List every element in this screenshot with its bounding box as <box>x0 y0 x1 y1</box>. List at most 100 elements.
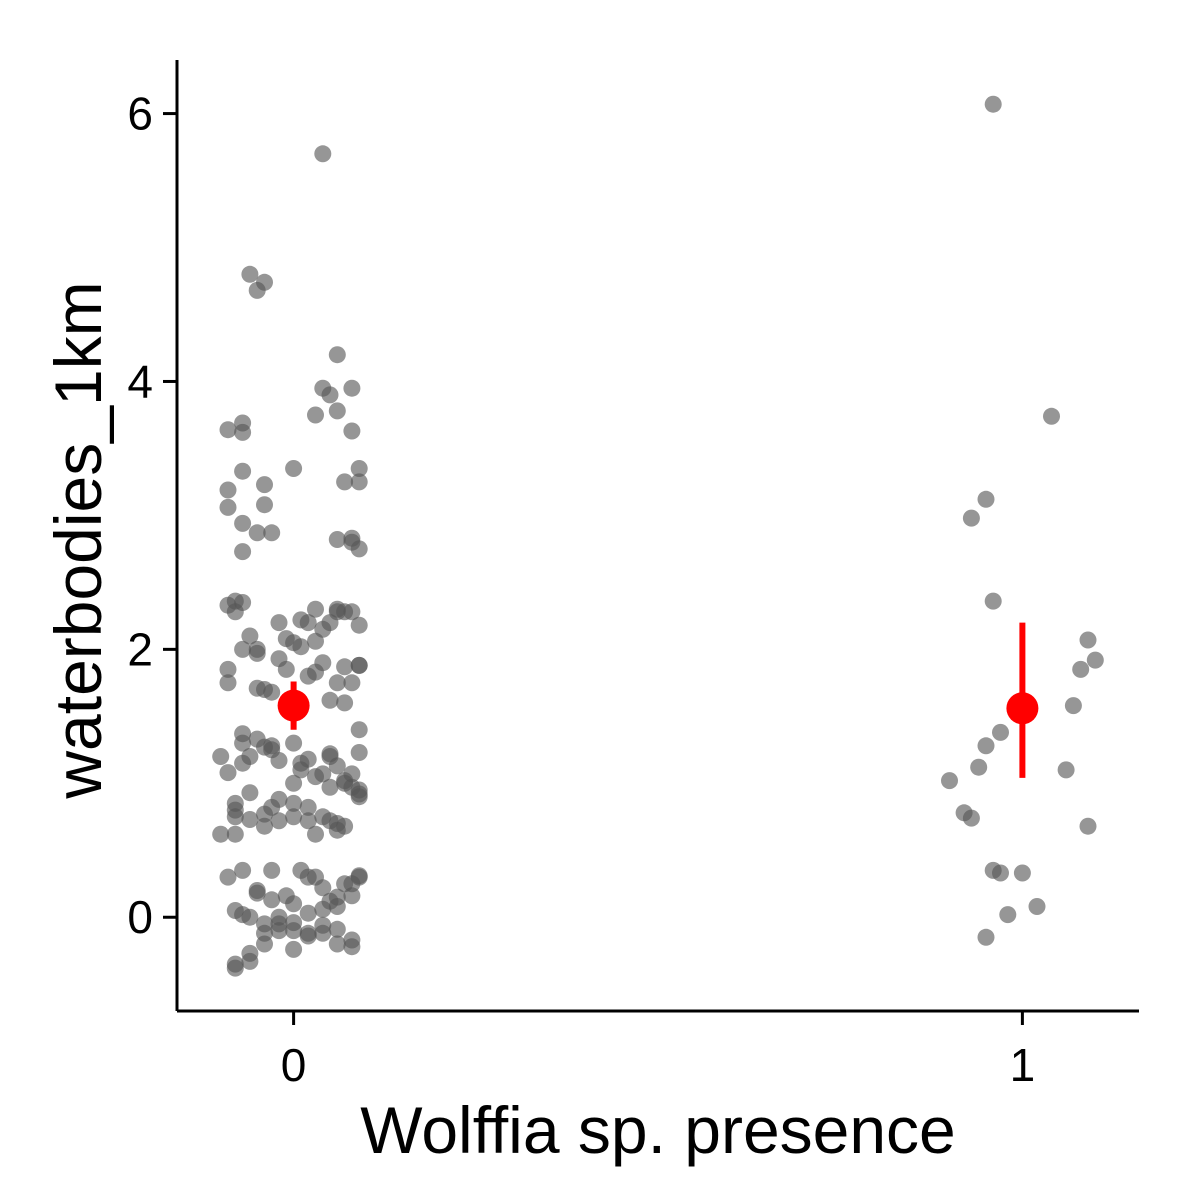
data-point <box>350 868 368 886</box>
data-point <box>285 940 303 958</box>
data-point <box>1079 631 1097 649</box>
data-point <box>219 660 237 678</box>
data-point <box>992 723 1009 741</box>
data-point <box>270 752 288 769</box>
data-point <box>350 473 368 491</box>
data-point <box>285 460 303 477</box>
data-point <box>336 694 354 712</box>
data-point <box>977 490 995 508</box>
data-point <box>256 476 273 494</box>
data-point <box>350 616 368 634</box>
data-point <box>350 721 368 739</box>
data-point <box>1013 864 1031 882</box>
data-point <box>277 887 295 905</box>
data-point <box>263 524 281 542</box>
data-point <box>314 379 332 397</box>
data-point <box>256 496 273 514</box>
data-point <box>1043 407 1060 425</box>
data-point <box>307 632 324 650</box>
data-point <box>234 725 252 743</box>
data-point <box>241 748 259 765</box>
data-point <box>226 808 244 826</box>
data-point <box>321 691 339 709</box>
data-point <box>263 891 281 909</box>
data-point <box>962 809 980 827</box>
data-point <box>248 640 266 658</box>
data-point <box>314 916 332 934</box>
x-tick-label: 1 <box>1010 1039 1036 1091</box>
data-point <box>241 627 259 645</box>
data-point <box>336 875 354 893</box>
data-point <box>285 794 303 812</box>
data-point <box>234 640 252 658</box>
data-point <box>226 825 244 843</box>
data-point <box>307 825 324 843</box>
data-point <box>962 509 980 527</box>
data-point <box>277 660 295 678</box>
data-point <box>285 734 303 752</box>
data-point <box>1064 697 1082 715</box>
data-point <box>336 772 354 790</box>
data-point <box>226 959 244 977</box>
mean-point <box>277 689 310 722</box>
data-point <box>219 421 237 439</box>
data-point <box>999 906 1017 924</box>
data-point <box>299 798 317 816</box>
y-tick-label: 0 <box>127 891 153 943</box>
data-point <box>248 882 266 899</box>
data-point <box>219 674 237 692</box>
data-point <box>299 812 317 830</box>
data-point <box>241 265 259 283</box>
data-point <box>299 614 317 632</box>
data-point <box>212 748 230 765</box>
y-axis-ticks: 0 2 4 6 <box>127 88 177 943</box>
data-point <box>241 952 259 970</box>
data-point <box>350 781 368 799</box>
data-point <box>292 754 310 772</box>
data-point <box>977 928 995 946</box>
data-point <box>984 95 1002 113</box>
data-point <box>970 758 988 776</box>
data-point <box>292 638 310 656</box>
data-point <box>321 745 339 763</box>
data-point <box>1028 898 1046 915</box>
mean-point <box>1006 692 1039 725</box>
data-point <box>219 481 237 499</box>
data-point <box>256 817 273 835</box>
data-point <box>1086 651 1104 669</box>
data-point <box>263 861 281 879</box>
data-point <box>328 821 346 839</box>
y-axis-title: waterbodies_1km <box>41 281 115 799</box>
data-point <box>350 656 368 674</box>
data-point <box>270 922 288 940</box>
data-point <box>256 935 273 953</box>
data-point <box>336 473 354 491</box>
data-point <box>219 498 237 516</box>
data-point <box>984 592 1002 610</box>
data-point <box>1057 761 1075 779</box>
data-point <box>328 346 346 364</box>
data-point <box>321 892 339 910</box>
summary-markers <box>277 622 1039 778</box>
data-point <box>984 861 1002 879</box>
data-point <box>328 402 346 420</box>
data-point <box>212 825 230 843</box>
data-point <box>234 462 252 480</box>
data-point <box>307 868 324 886</box>
data-point <box>343 529 361 547</box>
data-point <box>314 145 332 163</box>
data-point <box>343 931 361 949</box>
data-point <box>299 927 317 945</box>
data-point <box>234 414 252 432</box>
data-point <box>292 861 310 879</box>
data-point <box>270 614 288 632</box>
data-point <box>248 524 266 542</box>
data-point <box>299 904 317 922</box>
data-point <box>219 764 237 782</box>
data-point <box>307 600 324 618</box>
data-point <box>343 674 361 692</box>
data-point <box>263 683 281 701</box>
data-point <box>248 281 266 299</box>
